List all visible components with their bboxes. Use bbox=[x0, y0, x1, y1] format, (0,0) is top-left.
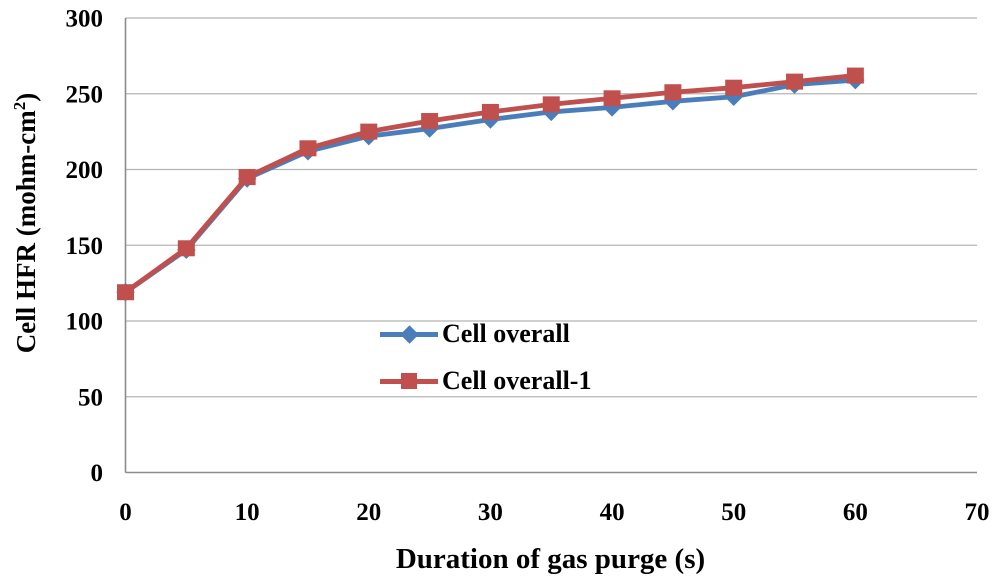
square-marker-icon bbox=[421, 113, 439, 130]
y-axis-title-superscript: 2 bbox=[10, 101, 29, 111]
x-tick-label: 10 bbox=[235, 499, 260, 526]
square-marker-icon bbox=[786, 73, 804, 90]
y-tick-label: 300 bbox=[66, 6, 104, 33]
legend-item-cell-overall: Cell overall bbox=[380, 317, 570, 351]
square-marker-icon bbox=[238, 169, 256, 186]
y-axis-title-text: Cell HFR (mohm-cm bbox=[11, 110, 41, 354]
x-tick-label: 40 bbox=[600, 499, 625, 526]
diamond-marker-icon bbox=[724, 87, 743, 106]
diamond-marker-icon bbox=[400, 324, 419, 344]
square-marker-icon bbox=[846, 67, 864, 84]
square-marker-icon bbox=[603, 90, 621, 107]
y-tick-label: 50 bbox=[78, 384, 103, 411]
square-marker-icon bbox=[542, 96, 560, 113]
legend-glyph-cell-overall-1 bbox=[380, 370, 438, 392]
x-tick-label: 60 bbox=[843, 499, 868, 526]
legend-label: Cell overall-1 bbox=[442, 366, 592, 395]
square-marker-icon bbox=[360, 123, 378, 140]
legend-label: Cell overall bbox=[442, 319, 570, 348]
x-tick-label: 30 bbox=[478, 499, 503, 526]
y-axis-title: Cell HFR (mohm-cm2) bbox=[9, 13, 43, 433]
y-tick-label: 200 bbox=[66, 157, 104, 184]
y-tick-label: 250 bbox=[66, 81, 104, 108]
square-marker-icon bbox=[117, 284, 134, 301]
x-tick-label: 50 bbox=[721, 499, 746, 526]
y-tick-label: 100 bbox=[66, 309, 104, 336]
square-marker-icon bbox=[299, 140, 317, 157]
x-tick-label: 70 bbox=[965, 499, 990, 526]
y-axis-title-close: ) bbox=[11, 92, 41, 102]
legend-glyph-cell-overall bbox=[380, 323, 438, 345]
square-marker-icon bbox=[725, 79, 743, 96]
legend-item-cell-overall-1: Cell overall-1 bbox=[380, 364, 591, 398]
square-marker-icon bbox=[481, 103, 499, 120]
y-tick-label: 0 bbox=[91, 460, 104, 487]
square-marker-icon bbox=[664, 84, 682, 101]
square-marker-icon bbox=[177, 240, 195, 257]
square-marker-icon bbox=[401, 373, 417, 389]
x-axis-title: Duration of gas purge (s) bbox=[395, 543, 706, 575]
y-tick-label: 150 bbox=[66, 233, 104, 260]
x-tick-label: 0 bbox=[119, 499, 132, 526]
x-tick-label: 20 bbox=[356, 499, 381, 526]
